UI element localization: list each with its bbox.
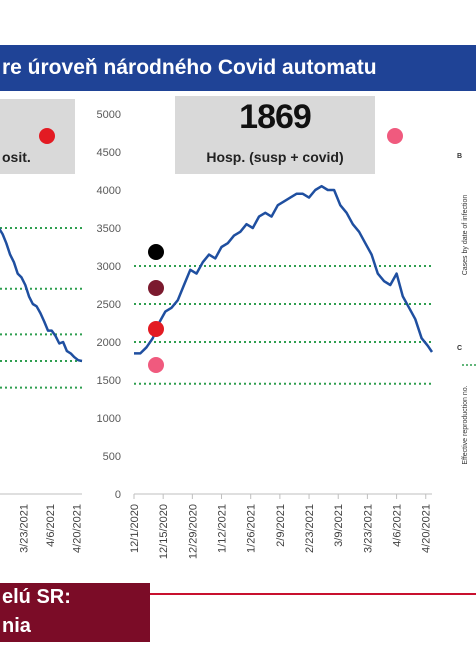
x-tick-label: 3/9/2021 xyxy=(333,504,345,547)
x-tick-label: 3/23/2021 xyxy=(362,504,374,553)
x-tick-label: 2/23/2021 xyxy=(304,504,316,553)
footer-box: elú SR: nia xyxy=(0,583,150,642)
left-x-tick-label: 4/6/2021 xyxy=(45,504,57,547)
main-status-dot xyxy=(387,128,403,144)
main-label: Hosp. (susp + covid) xyxy=(206,149,344,165)
main-chart: 0 500 1000 1500 2000 2500 3000 3500 4000 4500 5000… xyxy=(97,109,434,559)
right-panel-figure: B C Cases by date of infection Effective re… xyxy=(457,153,476,465)
banner-title: re úroveň národného Covid automatu xyxy=(2,56,377,79)
panel-b-ylabel: Cases by date of infection xyxy=(462,195,469,276)
x-tick-label: 12/1/2020 xyxy=(129,504,141,553)
x-tick-label: 4/6/2021 xyxy=(392,504,404,547)
y-tick-label: 3500 xyxy=(97,223,121,235)
y-tick-label: 500 xyxy=(103,451,121,463)
y-tick-label: 1500 xyxy=(97,375,121,387)
legend-dot xyxy=(148,321,164,337)
y-tick-label: 4000 xyxy=(97,185,121,197)
x-tick-label: 1/12/2021 xyxy=(217,504,229,553)
y-tick-label: 1000 xyxy=(97,413,121,425)
footer-rule xyxy=(150,593,476,595)
x-tick-label: 1/26/2021 xyxy=(246,504,258,553)
legend-dot xyxy=(148,244,164,260)
legend-dot xyxy=(148,357,164,373)
title-banner: re úroveň národného Covid automatu xyxy=(0,45,476,91)
y-tick-label: 0 xyxy=(115,489,121,501)
y-tick-label: 2500 xyxy=(97,299,121,311)
left-series-line xyxy=(0,227,83,363)
left-box-label: osit. xyxy=(2,149,31,165)
y-tick-label: 5000 xyxy=(97,109,121,121)
y-tick-label: 2000 xyxy=(97,337,121,349)
panel-c-ylabel: Effective reproduction no. xyxy=(462,385,469,464)
panel-letter-c: C xyxy=(457,345,462,352)
x-tick-label: 12/29/2020 xyxy=(187,504,199,559)
left-partial-chart: 3/23/2021 4/6/2021 4/20/2021 xyxy=(0,227,83,553)
main-value-box: 1869 Hosp. (susp + covid) xyxy=(175,96,375,174)
panel-letter-b: B xyxy=(457,153,462,160)
left-x-tick-label: 4/20/2021 xyxy=(71,504,83,553)
y-tick-label: 4500 xyxy=(97,147,121,159)
legend-dot xyxy=(148,280,164,296)
left-value-box: osit. xyxy=(0,99,75,174)
x-tick-label: 2/9/2021 xyxy=(275,504,287,547)
y-tick-label: 3000 xyxy=(97,261,121,273)
x-tick-label: 12/15/2020 xyxy=(158,504,170,559)
left-status-dot xyxy=(39,128,55,144)
series-line xyxy=(134,184,434,355)
footer-line1: elú SR: xyxy=(2,586,71,608)
x-tick-label: 4/20/2021 xyxy=(421,504,433,553)
left-x-tick-label: 3/23/2021 xyxy=(18,504,30,553)
main-value: 1869 xyxy=(239,98,312,136)
footer-line2: nia xyxy=(2,615,31,637)
